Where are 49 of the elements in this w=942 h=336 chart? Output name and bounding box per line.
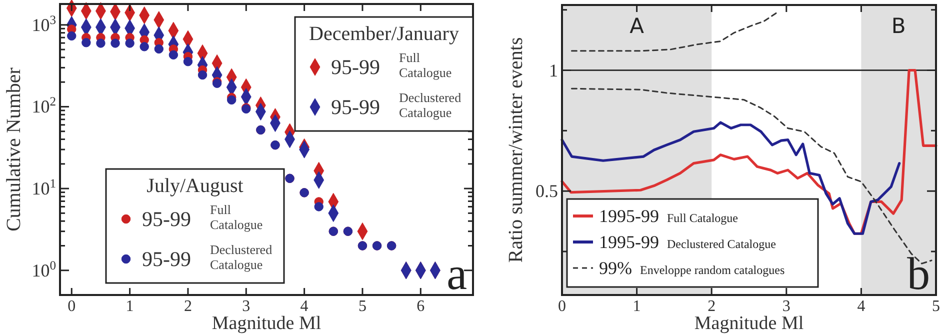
point (140, 42, 149, 52)
legend-label: 1995-99 Declustered Catalogue (599, 232, 776, 252)
x-axis-title: Magnitude Ml (212, 313, 322, 334)
x-tick-label: 6 (416, 298, 425, 315)
point (154, 44, 164, 54)
legend-label: 95-99 Full Catalogue (331, 50, 452, 80)
y-tick-label: 0.5 (536, 181, 558, 202)
annotation: July/August (146, 175, 244, 197)
band-label: B (891, 14, 906, 38)
x-tick-label: 1 (632, 298, 641, 315)
point (82, 38, 91, 48)
y-axis-title: Ratio summer/winter events (505, 37, 527, 263)
legend-label: 1995-99 Full Catalogue (599, 206, 738, 226)
x-tick-label: 3 (242, 298, 250, 315)
x-tick-label: 2 (184, 298, 192, 315)
x-tick-label: 0 (68, 298, 76, 315)
point (96, 38, 106, 48)
x-tick-label: 5 (932, 298, 940, 315)
line-series (560, 121, 901, 235)
annotation: December/January (309, 23, 459, 45)
point (226, 95, 236, 105)
x-tick-label: 1 (126, 298, 134, 315)
y-tick-label: 10$^{2}$ (32, 94, 56, 117)
x-tick-label: 3 (782, 298, 790, 315)
legend-label: 95-99 Declustered Catalogue (331, 90, 462, 120)
legend-label: 99% Enveloppe random catalogues (599, 258, 785, 278)
x-axis-title: Magnitude Ml (694, 313, 804, 334)
y-axis-title: Cumulative Number (3, 67, 25, 232)
point (67, 31, 76, 41)
annotation: a (446, 248, 467, 299)
annotation: b (907, 248, 930, 299)
point (314, 202, 324, 212)
x-tick-label: 4 (300, 298, 308, 315)
y-tick-label: 10$^{0}$ (32, 258, 56, 280)
band-label: A (630, 14, 645, 38)
legend-label: 95-99 Full Catalogue (142, 202, 263, 232)
legend-label: 95-99 Declustered Catalogue (142, 242, 273, 272)
x-tick-label: 5 (358, 298, 366, 315)
y-tick-label: 10$^{1}$ (32, 176, 56, 199)
point (110, 38, 120, 48)
point (198, 70, 208, 80)
x-tick-label: 2 (708, 298, 716, 315)
point (183, 56, 193, 66)
y-tick-label: 10$^{3}$ (32, 12, 56, 35)
x-tick-label: 0 (558, 298, 566, 315)
point (125, 38, 134, 48)
point (168, 50, 178, 60)
x-tick-label: 4 (857, 298, 866, 315)
line-series (570, 12, 778, 52)
